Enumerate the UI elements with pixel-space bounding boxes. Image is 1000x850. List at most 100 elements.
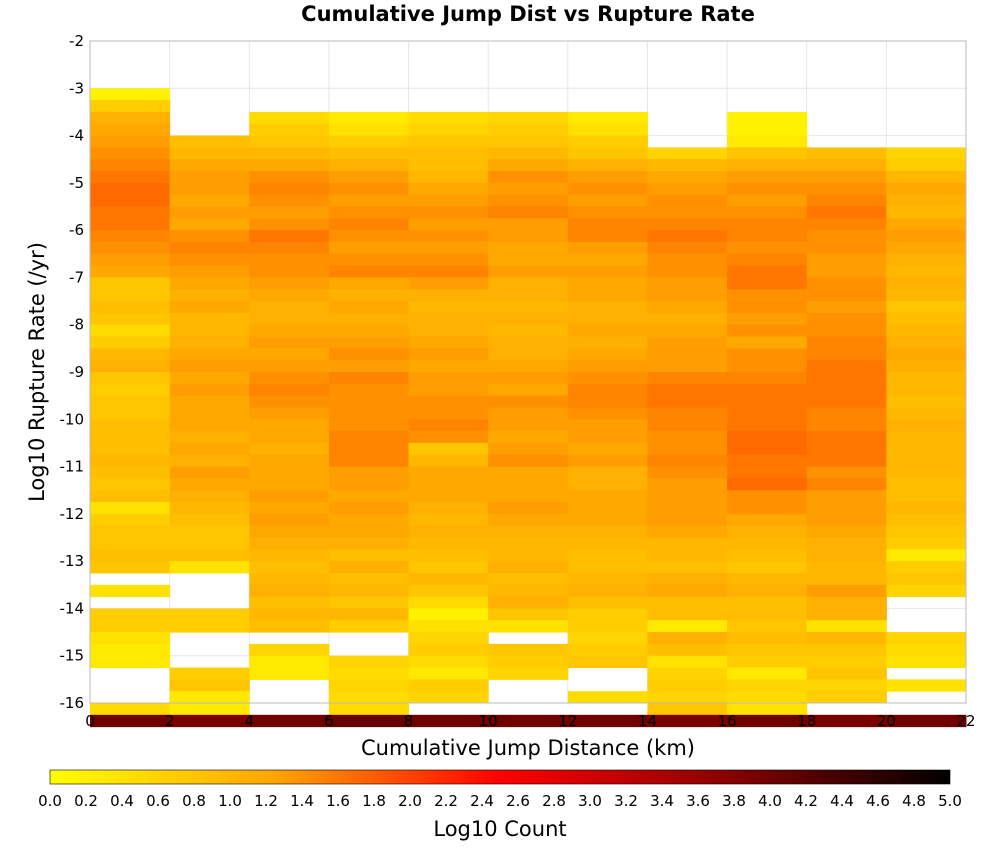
heatmap-cell xyxy=(169,442,250,456)
heatmap-cell xyxy=(886,655,967,669)
heatmap-cell xyxy=(249,123,330,137)
plot-frame xyxy=(89,40,967,704)
heatmap-cell xyxy=(886,442,967,456)
heatmap-cell xyxy=(249,643,330,657)
heatmap-cell xyxy=(90,171,171,184)
heatmap-cell xyxy=(727,147,808,160)
y-tick-label: -5 xyxy=(69,174,84,192)
heatmap-cell xyxy=(408,289,489,302)
heatmap-cell xyxy=(567,620,648,633)
heatmap-cell xyxy=(249,584,330,598)
heatmap-cell xyxy=(567,572,648,586)
heatmap-cell xyxy=(886,182,967,196)
colorbar-tick-label: 1.0 xyxy=(218,792,242,810)
heatmap-cell xyxy=(647,159,728,172)
heatmap-cell xyxy=(567,360,648,373)
heatmap-cell xyxy=(169,312,250,326)
heatmap-cell xyxy=(647,372,728,385)
x-tick-labels: 0 2 4 6 8 10 12 14 16 18 20 22 xyxy=(85,712,975,730)
x-tick-label: 16 xyxy=(718,712,737,730)
heatmap-cell xyxy=(90,206,171,219)
heatmap-cell xyxy=(806,502,887,515)
heatmap-cell xyxy=(567,655,648,669)
heatmap-cell xyxy=(488,206,569,219)
heatmap-cell xyxy=(886,241,967,255)
heatmap-cell xyxy=(488,655,569,669)
heatmap-cell xyxy=(169,206,250,219)
heatmap-cell xyxy=(806,171,887,184)
heatmap-cell xyxy=(249,466,330,479)
heatmap-cell xyxy=(408,537,489,550)
heatmap-cell xyxy=(408,324,489,338)
heatmap-cell xyxy=(567,691,648,704)
heatmap-cell xyxy=(328,513,410,527)
y-tick-label: -6 xyxy=(69,221,84,239)
heatmap-cell xyxy=(647,584,728,598)
heatmap-cell xyxy=(408,407,489,420)
heatmap-cell xyxy=(408,241,489,255)
heatmap-cell xyxy=(727,324,808,338)
heatmap-cell xyxy=(647,679,728,692)
heatmap-cell xyxy=(647,632,728,645)
heatmap-cell xyxy=(328,419,410,432)
heatmap-cell xyxy=(249,194,330,207)
heatmap-cell xyxy=(169,502,250,515)
heatmap-cell xyxy=(249,241,330,255)
heatmap-cell xyxy=(806,407,887,420)
heatmap-cell xyxy=(408,572,489,586)
heatmap-cell xyxy=(806,478,887,491)
heatmap-cell xyxy=(567,147,648,160)
heatmap-cell xyxy=(328,620,410,633)
colorbar-tick-label: 3.4 xyxy=(650,792,674,810)
x-tick-label: 12 xyxy=(558,712,577,730)
heatmap-cell xyxy=(727,572,808,586)
heatmap-cell xyxy=(886,431,967,444)
heatmap-cell xyxy=(249,407,330,420)
heatmap-cell xyxy=(567,230,648,243)
heatmap-cell xyxy=(886,454,967,468)
heatmap-cell xyxy=(886,632,967,645)
heatmap-cell xyxy=(328,431,410,444)
heatmap-cell xyxy=(249,561,330,574)
heatmap-cell xyxy=(328,277,410,290)
colorbar-tick-label: 2.8 xyxy=(542,792,566,810)
heatmap-cell xyxy=(328,561,410,574)
heatmap-cell xyxy=(806,182,887,196)
heatmap-cell xyxy=(488,348,569,361)
heatmap-cell xyxy=(727,159,808,172)
y-tick-label: -14 xyxy=(60,599,85,617)
heatmap-cell xyxy=(647,218,728,231)
heatmap-cell xyxy=(408,360,489,373)
heatmap-cell xyxy=(408,442,489,456)
heatmap-cell xyxy=(886,230,967,243)
colorbar-tick-label: 1.8 xyxy=(362,792,386,810)
heatmap-cell xyxy=(886,289,967,302)
heatmap-cell xyxy=(90,419,171,432)
y-tick-label: -12 xyxy=(60,505,85,523)
heatmap-cell xyxy=(488,549,569,562)
heatmap-cell xyxy=(567,336,648,349)
heatmap-cell xyxy=(408,513,489,527)
heatmap-cell xyxy=(249,289,330,302)
x-tick-label: 6 xyxy=(324,712,334,730)
heatmap-cell xyxy=(328,253,410,267)
heatmap-cell xyxy=(806,655,887,669)
heatmap-cell xyxy=(886,679,967,692)
heatmap-cell xyxy=(567,549,648,562)
heatmap-cell xyxy=(488,182,569,196)
heatmap-cell xyxy=(90,584,171,598)
heatmap-cell xyxy=(727,289,808,302)
heatmap-cell xyxy=(90,88,171,101)
heatmap-cell xyxy=(647,643,728,657)
heatmap-cell xyxy=(567,182,648,196)
heatmap-cell xyxy=(328,466,410,479)
heatmap-cell xyxy=(169,490,250,503)
heatmap-cell xyxy=(249,147,330,160)
heatmap-cell xyxy=(806,442,887,456)
heatmap-cell xyxy=(90,395,171,408)
x-tick-label: 0 xyxy=(85,712,95,730)
heatmap-cell xyxy=(567,466,648,479)
heatmap-cell xyxy=(249,312,330,326)
heatmap-cell xyxy=(727,383,808,397)
x-axis-label: Cumulative Jump Distance (km) xyxy=(361,736,695,760)
